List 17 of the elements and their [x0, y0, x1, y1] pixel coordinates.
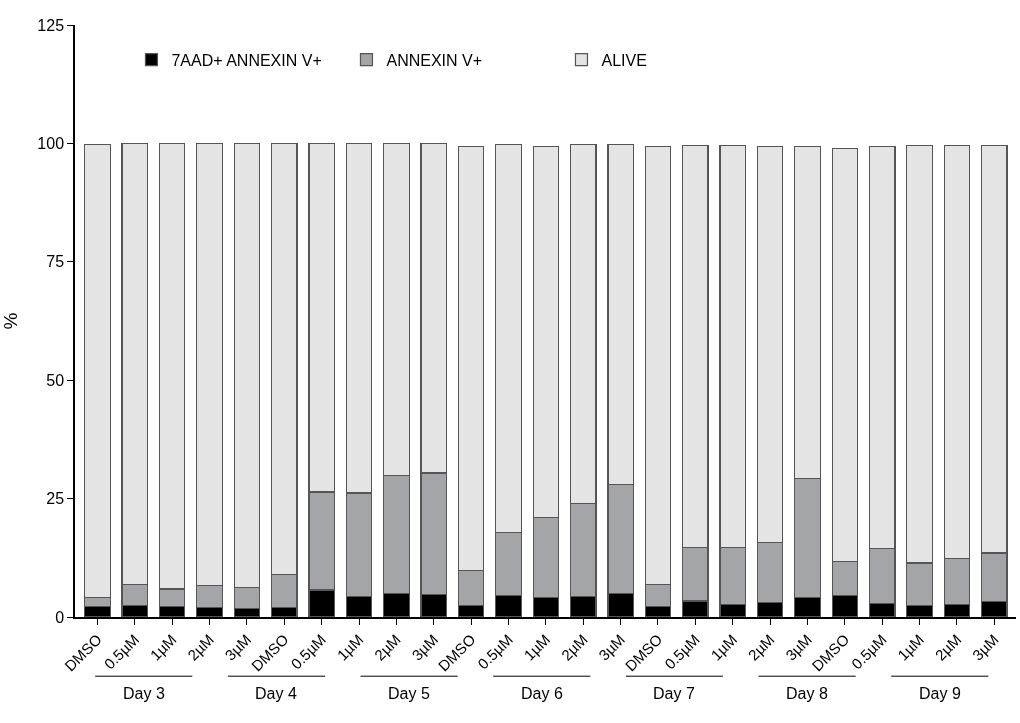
y-tick-label: 50 [46, 371, 65, 389]
y-tick-label: 75 [46, 253, 65, 271]
text: Day 6 [521, 685, 563, 702]
legend-label: ANNEXIN V+ [386, 51, 483, 69]
text: Day 4 [255, 685, 297, 702]
y-tick-label: 100 [37, 135, 65, 152]
text: Day 7 [653, 685, 695, 702]
y-tick-label: 125 [37, 16, 65, 34]
y-tick-label: 0 [55, 608, 65, 626]
text: Day 5 [388, 685, 430, 702]
text: Day 3 [123, 685, 165, 702]
legend-label: 7AAD+ ANNEXIN V+ [171, 51, 322, 69]
y-axis-title: % [0, 312, 21, 330]
text: Day 9 [919, 685, 961, 702]
legend-label: ALIVE [601, 51, 647, 69]
y-tick-label: 25 [46, 490, 65, 508]
text: Day 8 [786, 685, 828, 702]
